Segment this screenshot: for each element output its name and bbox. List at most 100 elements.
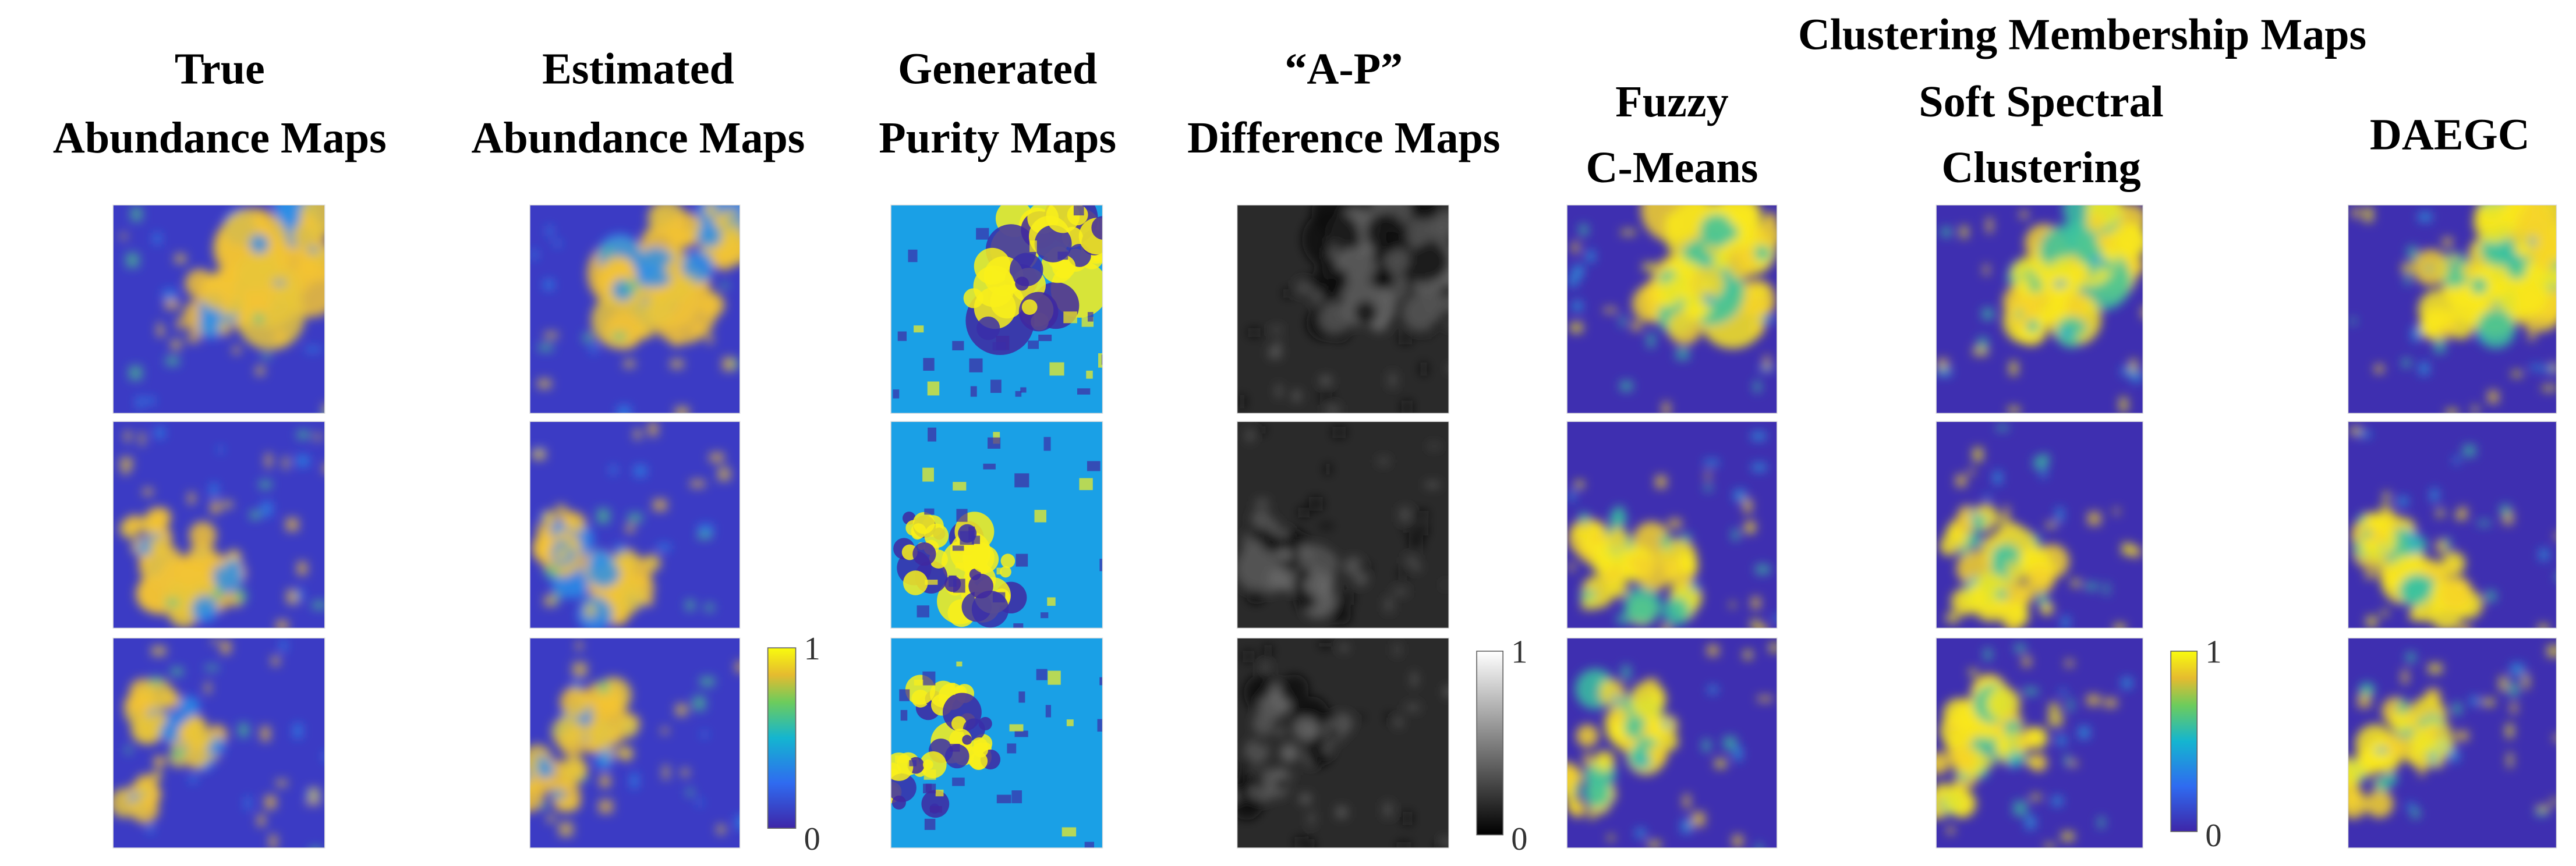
map-speck [1398,332,1412,345]
map-blob [2007,601,2029,623]
map-speck [1405,556,1417,565]
map-speck [1755,565,1770,574]
map-speck [613,332,627,341]
map-speck [1679,533,1692,542]
map-content [1567,421,1777,629]
map-speck [2457,624,2471,629]
map-blob [635,247,676,288]
map-speck [1271,326,1283,333]
map-speck [562,544,574,550]
map-blob [566,759,586,779]
map-speck [568,687,582,700]
map-speck [1386,712,1392,723]
map-speck [1576,782,1581,796]
map-speck [705,604,714,612]
map-speck [923,783,936,794]
map-speck [1297,280,1311,294]
map-speck [2426,265,2432,272]
map-speck [1248,533,1261,541]
map-content [530,421,740,629]
map-speck [960,531,974,545]
map-speck [1723,736,1737,750]
map-speck [1257,517,1269,527]
map-speck [544,595,556,606]
map-speck [1036,669,1048,680]
map-speck [614,544,625,554]
map-speck [628,513,643,523]
group-title: Clustering Membership Maps [1798,10,2366,59]
map-speck [2450,253,2458,263]
map-speck [697,799,703,806]
map-speck [2511,371,2522,377]
map-blob [179,588,191,601]
map-content [113,421,325,629]
map-blob [703,205,717,216]
map-speck [955,562,968,569]
map-speck [232,346,240,354]
map-blob [1371,269,1393,290]
map-blob [2025,565,2055,595]
map-speck [537,756,548,764]
map-blob [681,251,714,283]
map-speck [1647,840,1661,848]
map-blob [617,748,625,756]
map-speck [1257,738,1264,747]
map-speck [624,281,637,292]
map-speck [670,359,684,368]
map-speck [682,276,696,281]
map-speck [2485,591,2496,602]
map-speck [1311,290,1323,303]
map-content [1237,421,1449,629]
map-blob [1330,272,1349,290]
map-speck [210,483,218,497]
map-blob [1594,750,1615,772]
map-speck [717,825,726,835]
map-speck [2142,306,2143,319]
map-blob [1576,724,1599,747]
map-blob [536,761,554,779]
map-speck [2366,616,2377,627]
map-blob [2415,751,2433,770]
map-blob [127,689,154,715]
map-content [113,638,325,848]
map-speck [572,662,588,677]
map-speck [2056,507,2064,522]
map-speck [1745,521,1756,530]
map-speck [917,605,930,617]
map-speck [1429,321,1443,327]
column-title: Clustering [1941,143,2140,192]
map-speck [1419,363,1428,376]
map-speck [1705,472,1711,479]
map-speck [2551,798,2557,804]
map-speck [307,246,319,253]
map-speck [280,640,287,651]
map-speck [1946,612,1959,623]
map-blob [2126,257,2143,275]
map-speck [157,330,164,336]
map-blob [1433,210,1449,237]
map-speck [562,798,574,812]
map-speck [1303,706,1316,718]
map-speck [950,744,960,752]
map-speck [1730,602,1735,608]
map-speck [1960,226,1968,238]
map-border [112,421,325,629]
map-speck [1063,311,1077,324]
map-speck [1298,507,1310,518]
map-speck [1661,624,1671,629]
map-speck [1984,495,1991,501]
map-speck [323,464,325,473]
map-blob [1311,550,1339,577]
map-speck [2016,310,2022,319]
map-blob [1996,588,2008,601]
column-title: Soft Spectral [1919,77,2163,126]
map-speck [558,822,574,837]
map-speck [1665,214,1677,229]
map-speck [211,638,218,644]
map-speck [1757,625,1768,629]
map-tile [529,421,741,629]
map-speck [930,805,942,813]
map-speck [1581,597,1595,611]
map-blob [924,523,949,548]
map-blob [968,573,993,599]
